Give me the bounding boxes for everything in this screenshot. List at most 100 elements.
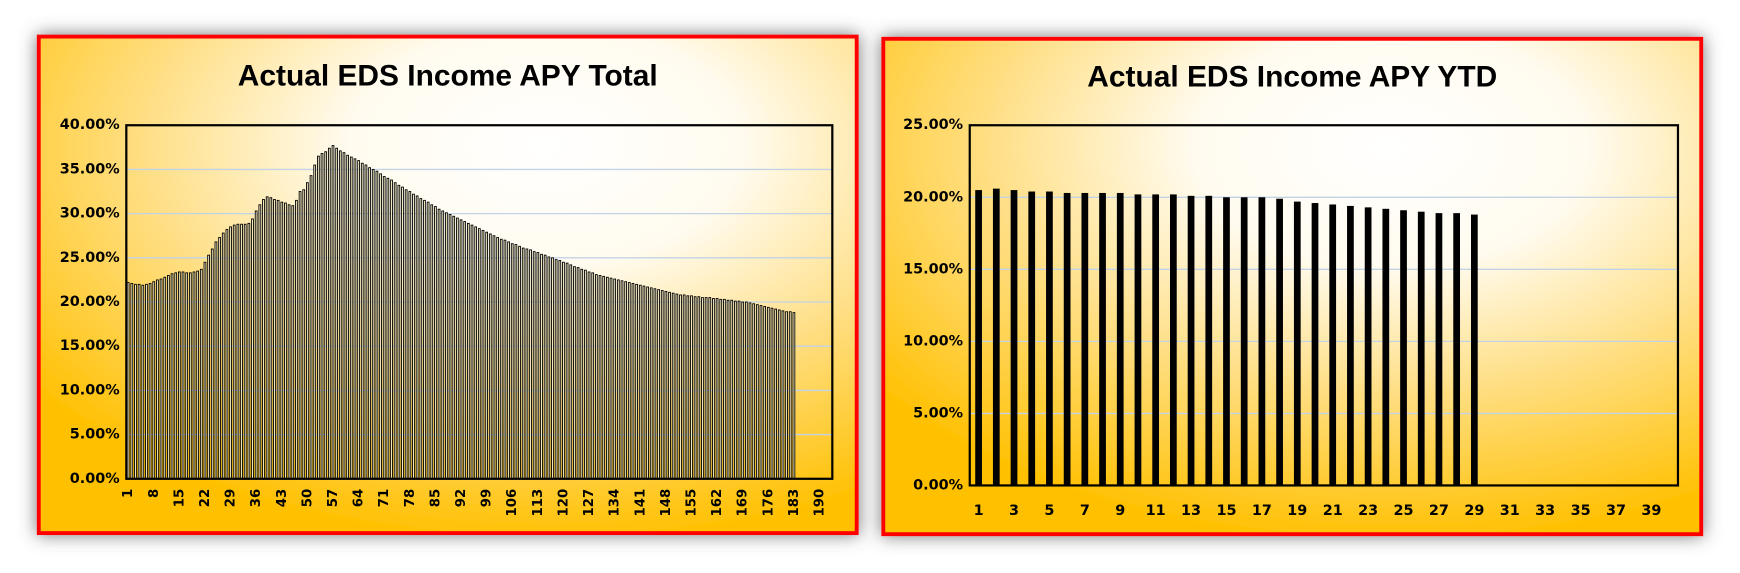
bar: [203, 261, 207, 480]
bar: [697, 296, 701, 480]
bar: [671, 292, 675, 480]
bar: [679, 294, 682, 480]
x-tick-label: 106: [505, 489, 520, 517]
bar: [404, 189, 408, 480]
bar: [1099, 192, 1106, 486]
bar: [507, 241, 510, 480]
x-tick-label: 15: [1216, 503, 1236, 519]
bar: [163, 276, 167, 480]
bar: [459, 219, 463, 480]
x-tick-label: 190: [813, 489, 828, 517]
bar: [741, 301, 745, 480]
bar: [1470, 214, 1478, 486]
bar: [408, 191, 412, 480]
bar: [657, 289, 660, 480]
bar: [240, 223, 243, 480]
bar: [525, 248, 529, 480]
bar: [276, 199, 280, 480]
bar: [584, 269, 587, 480]
bar: [273, 199, 276, 480]
y-tick-label: 30.00%: [60, 206, 120, 222]
y-tick-label: 40.00%: [60, 117, 120, 133]
x-tick-label: 39: [1641, 503, 1661, 519]
x-tick-label: 35: [1571, 503, 1591, 519]
bar: [243, 223, 247, 480]
bar: [269, 197, 273, 480]
bar: [327, 147, 331, 480]
bar: [551, 257, 554, 480]
bar: [649, 287, 653, 480]
bar: [712, 298, 715, 480]
bar: [788, 311, 792, 480]
bar: [631, 283, 635, 480]
bar: [554, 259, 558, 480]
bar: [1276, 198, 1283, 486]
bar: [777, 309, 781, 480]
x-tick-label: 13: [1181, 503, 1201, 519]
bar: [595, 274, 598, 480]
bar: [562, 261, 565, 480]
bar: [532, 251, 536, 480]
bar: [137, 283, 141, 480]
bar: [624, 281, 627, 480]
bar: [521, 247, 525, 480]
bar: [1187, 195, 1195, 486]
bar: [1223, 197, 1230, 486]
bar: [379, 173, 382, 480]
bar: [744, 301, 748, 480]
bar: [254, 210, 258, 480]
bar: [627, 282, 631, 480]
bar: [1311, 203, 1319, 486]
bar: [1453, 213, 1461, 486]
y-tick-label: 10.00%: [903, 333, 963, 349]
bar: [181, 271, 185, 480]
y-tick-label: 0.00%: [913, 477, 963, 493]
bar: [573, 266, 576, 480]
bar: [397, 184, 401, 480]
bar: [317, 155, 320, 480]
bar: [456, 217, 459, 480]
bar: [141, 284, 145, 480]
bar: [726, 299, 730, 480]
bar: [536, 252, 540, 480]
bar: [514, 244, 518, 480]
bar: [419, 198, 423, 480]
x-tick-label: 17: [1252, 503, 1272, 519]
bar: [466, 222, 470, 480]
bar: [1169, 194, 1177, 486]
bar: [324, 151, 328, 480]
bar: [653, 288, 657, 480]
x-tick-label: 11: [1146, 503, 1166, 519]
bar: [770, 307, 774, 480]
panel: [881, 36, 1704, 537]
bar: [682, 294, 686, 480]
bar: [529, 249, 532, 480]
bar: [686, 295, 690, 480]
bar: [766, 306, 770, 480]
x-tick-label: 5: [1044, 503, 1054, 519]
bar: [313, 164, 317, 480]
bar: [715, 298, 719, 480]
bar: [221, 232, 225, 480]
bar: [723, 298, 726, 480]
bar: [331, 145, 335, 480]
bar: [368, 167, 371, 480]
x-tick-label: 148: [659, 489, 674, 517]
bar: [412, 193, 415, 480]
x-tick-label: 33: [1535, 503, 1555, 519]
bar: [353, 158, 357, 480]
bar: [382, 176, 386, 480]
bar: [415, 195, 419, 480]
bar: [1063, 192, 1071, 486]
bar: [730, 299, 734, 480]
bar: [167, 275, 170, 480]
bar: [540, 253, 543, 480]
bar: [616, 279, 620, 480]
x-tick-label: 134: [608, 489, 623, 517]
bar: [1417, 211, 1425, 486]
bar: [646, 286, 649, 480]
bar: [185, 272, 189, 480]
bar: [199, 268, 203, 480]
bar: [349, 156, 353, 480]
